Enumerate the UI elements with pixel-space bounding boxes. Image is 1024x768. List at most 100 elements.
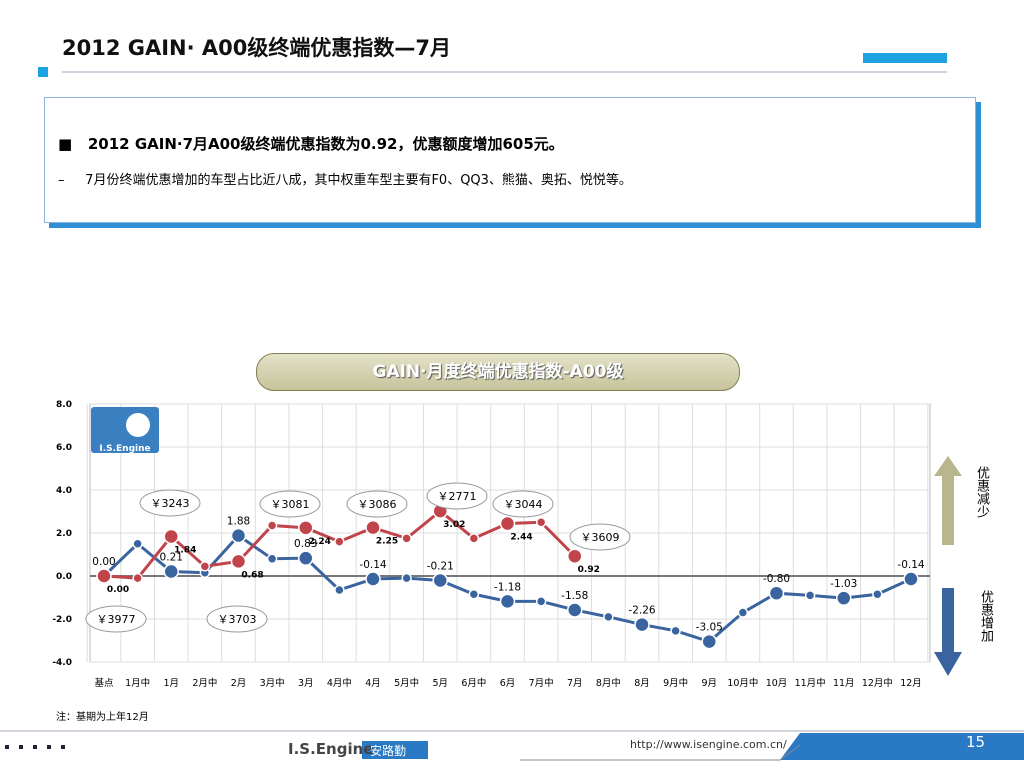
data-label: 1.88 <box>227 516 250 528</box>
data-label: -3.05 <box>696 622 723 634</box>
x-tick-label: 6月 <box>500 678 516 689</box>
data-label: -1.03 <box>830 578 857 590</box>
title: 2012 GAIN· A00级终端优惠指数—7月 <box>62 36 452 60</box>
page-band <box>780 733 1024 760</box>
x-tick-label: 1月 <box>163 678 179 689</box>
y-tick-label: 6.0 <box>56 443 72 453</box>
point <box>266 520 278 531</box>
x-tick-label: 2月中 <box>192 677 217 689</box>
point <box>298 550 314 566</box>
callout <box>259 490 321 518</box>
x-tick-label: 4月 <box>365 678 381 689</box>
point <box>199 561 211 572</box>
x-tick-label: 11月中 <box>795 677 826 689</box>
x-tick-label: 5月中 <box>394 677 419 689</box>
point <box>499 593 516 610</box>
data-label: -0.14 <box>897 559 924 571</box>
down-arrow <box>934 588 962 676</box>
up-label: 优惠减少 <box>974 466 989 518</box>
callout-text: ￥2771 <box>438 490 477 503</box>
data-label: 0.21 <box>160 551 183 563</box>
callout-text: ￥3081 <box>271 498 310 511</box>
brand: I.S.Engine <box>288 740 374 758</box>
x-tick-label: 12月 <box>900 678 922 689</box>
logo-text: I.S.Engine <box>99 444 150 454</box>
point <box>298 520 314 536</box>
point <box>401 572 412 584</box>
callout <box>139 489 201 517</box>
callout <box>346 490 408 518</box>
x-tick-label: 5月 <box>432 678 448 689</box>
data-label: 3.02 <box>443 520 465 530</box>
point <box>132 572 143 584</box>
point <box>432 572 448 589</box>
data-label: -0.21 <box>427 561 454 573</box>
x-tick-label: 3月中 <box>260 677 285 689</box>
y-tick-label: 8.0 <box>56 400 72 410</box>
callout <box>206 605 268 633</box>
chart-title: GAIN·月度终端优惠指数-A00级 <box>256 353 740 391</box>
bullet: – 7月份终端优惠增加的车型占比近八成，其中权重车型主要有F0、QQ3、熊猫、奥… <box>58 173 632 188</box>
x-tick-label: 9月中 <box>663 677 688 689</box>
data-label: -1.58 <box>561 590 588 602</box>
callout-text: ￥3243 <box>151 497 190 510</box>
x-tick-label: 8月 <box>634 678 650 689</box>
point <box>634 616 650 633</box>
brand-box <box>362 741 428 759</box>
point <box>535 517 547 528</box>
callout-text: ￥3086 <box>358 498 397 511</box>
point <box>567 602 583 618</box>
x-tick-label: 3月 <box>298 678 314 689</box>
point <box>468 589 480 600</box>
point <box>132 538 143 549</box>
point <box>603 611 614 623</box>
data-label: 2.25 <box>376 537 398 547</box>
point <box>401 533 412 544</box>
point <box>872 589 883 600</box>
callout <box>492 490 554 518</box>
point <box>266 553 278 565</box>
y-tick-label: -4.0 <box>52 658 72 668</box>
y-tick-label: 0.0 <box>56 572 72 582</box>
point <box>903 571 919 587</box>
summary-box <box>44 97 976 223</box>
point <box>468 533 480 544</box>
x-tick-label: 基点 <box>94 677 114 689</box>
x-tick-label: 8月中 <box>596 677 621 689</box>
bullet-text: 2012 GAIN·7月A00级终端优惠指数为0.92，优惠额度增加605元。 <box>87 135 564 153</box>
url: http://www.isengine.com.cn/ <box>630 738 787 751</box>
bar <box>863 53 947 63</box>
callout-text: ￥3044 <box>504 498 543 511</box>
dots <box>5 745 65 749</box>
x-tick-label: 1月中 <box>125 677 150 689</box>
y-tick-label: 4.0 <box>56 486 72 496</box>
point <box>163 528 179 545</box>
data-label: 0.83 <box>294 538 317 550</box>
point <box>670 625 681 637</box>
point <box>499 515 516 532</box>
x-tick-label: 2月 <box>231 678 247 689</box>
callout-text: ￥3609 <box>581 531 620 544</box>
x-tick-label: 10月 <box>766 678 788 689</box>
callout-text: ￥3703 <box>218 613 257 626</box>
point <box>334 536 345 547</box>
up-arrow <box>934 456 962 545</box>
x-tick-label: 6月中 <box>461 677 486 689</box>
data-label: -0.80 <box>763 573 790 585</box>
x-tick-label: 7月 <box>567 678 583 689</box>
x-tick-label: 12月中 <box>862 677 893 689</box>
point <box>334 584 345 596</box>
point <box>230 527 247 544</box>
data-label: 2.24 <box>309 537 331 547</box>
square <box>38 67 48 77</box>
data-label: 0.00 <box>92 556 115 568</box>
point <box>365 519 381 536</box>
point <box>768 585 785 601</box>
x-tick-label: 4月中 <box>327 677 352 689</box>
bullet-text: 7月份终端优惠增加的车型占比近八成，其中权重车型主要有F0、QQ3、熊猫、奥拓、… <box>85 173 632 188</box>
data-label: -2.26 <box>628 605 655 617</box>
x-tick-label: 11月 <box>833 678 855 689</box>
